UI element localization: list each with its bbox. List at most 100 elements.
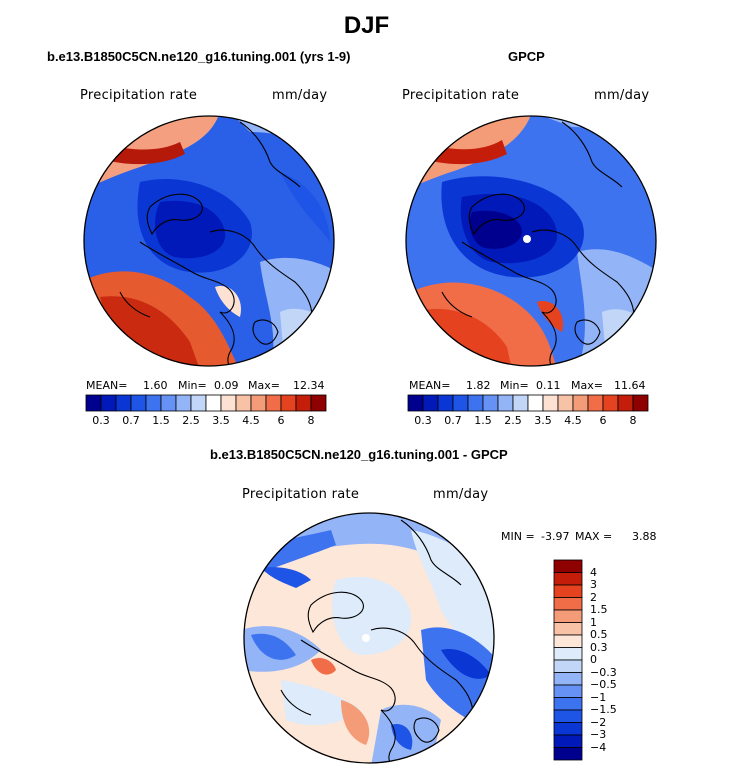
colorbar-swatch (220, 394, 237, 412)
colorbar-swatch (265, 394, 282, 412)
colorbar-tick-label: 8 (307, 414, 315, 427)
panel3-subtitle: b.e13.B1850C5CN.ne120_g16.tuning.001 - G… (210, 447, 508, 462)
colorbar-swatch (467, 394, 484, 412)
colorbar-tick-label: −3 (590, 728, 607, 741)
colorbar-tick-label: 3 (590, 578, 597, 591)
colorbar-swatch (85, 394, 102, 412)
colorbar-swatch (175, 394, 192, 412)
colorbar-swatch (553, 672, 583, 686)
colorbar-swatch (235, 394, 252, 412)
panel3-max-value: 3.88 (632, 530, 657, 543)
panel1-min-label: Min= (178, 379, 207, 392)
colorbar-tick-label: 2.5 (182, 414, 200, 427)
panel3-polar-map (243, 512, 495, 764)
colorbar-tick-label: 4.5 (564, 414, 582, 427)
colorbar-swatch (190, 394, 207, 412)
colorbar-swatch (250, 394, 267, 412)
panel1-polar-map (83, 115, 335, 367)
colorbar-swatch (602, 394, 619, 412)
colorbar-tick-label: 0.7 (122, 414, 140, 427)
panel2-variable-label: Precipitation rate (402, 88, 520, 103)
colorbar-swatch (205, 394, 222, 412)
colorbar-swatch (553, 747, 583, 761)
colorbar-swatch (482, 394, 499, 412)
panel1-mean-value: 1.60 (143, 379, 168, 392)
colorbar-swatch (632, 394, 649, 412)
colorbar-tick-label: 1.5 (590, 603, 608, 616)
panel1-colorbar (85, 394, 327, 412)
panel1-mean-label: MEAN= (86, 379, 128, 392)
colorbar-swatch (553, 697, 583, 711)
panel2-mean-label: MEAN= (409, 379, 451, 392)
panel3-variable-label: Precipitation rate (242, 487, 360, 502)
panel1-units-label: mm/day (272, 88, 328, 103)
colorbar-swatch (617, 394, 634, 412)
colorbar-tick-label: −1 (590, 690, 607, 704)
colorbar-swatch (553, 709, 583, 723)
colorbar-swatch (527, 394, 544, 412)
colorbar-tick-label: 6 (277, 414, 285, 427)
colorbar-swatch (557, 394, 574, 412)
colorbar-tick-label: 0.3 (92, 414, 110, 427)
colorbar-tick-label: −0.5 (590, 678, 617, 691)
colorbar-swatch (553, 572, 583, 586)
figure-title: DJF (343, 12, 390, 39)
colorbar-swatch (100, 394, 117, 412)
colorbar-swatch (422, 394, 439, 412)
panel3-units-label: mm/day (433, 487, 489, 502)
panel1-min-value: 0.09 (214, 379, 239, 392)
colorbar-swatch (553, 734, 583, 748)
panel1-max-label: Max= (248, 379, 280, 392)
colorbar-tick-label: −2 (590, 715, 607, 729)
panel3-colorbar-ticks: 4 3 2 1.5 1 0.5 0.3 0 −0.3 −0.5 −1 −1.5 −2 −3 −4 (590, 560, 630, 760)
colorbar-tick-label: 0.3 (590, 640, 608, 654)
colorbar-tick-label: 6 (599, 414, 607, 427)
panel2-colorbar (407, 394, 649, 412)
colorbar-swatch (553, 722, 583, 736)
panel2-min-value: 0.11 (536, 379, 561, 392)
colorbar-swatch (553, 622, 583, 636)
colorbar-tick-label: 0 (590, 653, 597, 666)
panel2-max-label: Max= (571, 379, 603, 392)
colorbar-swatch (553, 609, 583, 623)
colorbar-swatch (553, 584, 583, 598)
colorbar-tick-label: 4.5 (242, 414, 260, 427)
colorbar-swatch (452, 394, 469, 412)
panel1-variable-label: Precipitation rate (80, 88, 198, 103)
panel2-max-value: 11.64 (614, 379, 646, 392)
colorbar-swatch (572, 394, 589, 412)
colorbar-tick-label: 1.5 (474, 414, 492, 427)
colorbar-tick-label: −4 (590, 740, 607, 754)
colorbar-swatch (295, 394, 312, 412)
colorbar-tick-label: 8 (629, 414, 637, 427)
colorbar-tick-label: 1 (590, 615, 597, 629)
panel2-min-label: Min= (500, 379, 529, 392)
colorbar-tick-label: 0.5 (590, 628, 608, 641)
colorbar-swatch (160, 394, 177, 412)
colorbar-swatch (512, 394, 529, 412)
colorbar-swatch (553, 659, 583, 673)
colorbar-swatch (280, 394, 297, 412)
colorbar-swatch (437, 394, 454, 412)
colorbar-tick-label: 0.7 (444, 414, 462, 427)
colorbar-swatch (130, 394, 147, 412)
colorbar-tick-label: 4 (590, 565, 597, 579)
colorbar-swatch (587, 394, 604, 412)
colorbar-tick-label: 2.5 (504, 414, 522, 427)
colorbar-swatch (542, 394, 559, 412)
colorbar-tick-label: 0.3 (414, 414, 432, 427)
colorbar-swatch (553, 647, 583, 661)
panel2-colorbar-ticks: 0.3 0.7 1.5 2.5 3.5 4.5 6 8 (402, 414, 654, 428)
panel1-max-value: 12.34 (293, 379, 325, 392)
panel3-max-label: MAX = (575, 530, 613, 543)
colorbar-swatch (407, 394, 424, 412)
panel1-subtitle: b.e13.B1850C5CN.ne120_g16.tuning.001 (yr… (47, 49, 351, 64)
colorbar-tick-label: 3.5 (534, 414, 552, 427)
colorbar-tick-label: −1.5 (590, 703, 617, 716)
panel3-min-label: MIN = (501, 530, 535, 543)
colorbar-tick-label: 2 (590, 590, 597, 604)
colorbar-swatch (553, 684, 583, 698)
colorbar-tick-label: 1.5 (152, 414, 170, 427)
colorbar-swatch (145, 394, 162, 412)
panel1-colorbar-ticks: 0.3 0.7 1.5 2.5 3.5 4.5 6 8 (80, 414, 332, 428)
